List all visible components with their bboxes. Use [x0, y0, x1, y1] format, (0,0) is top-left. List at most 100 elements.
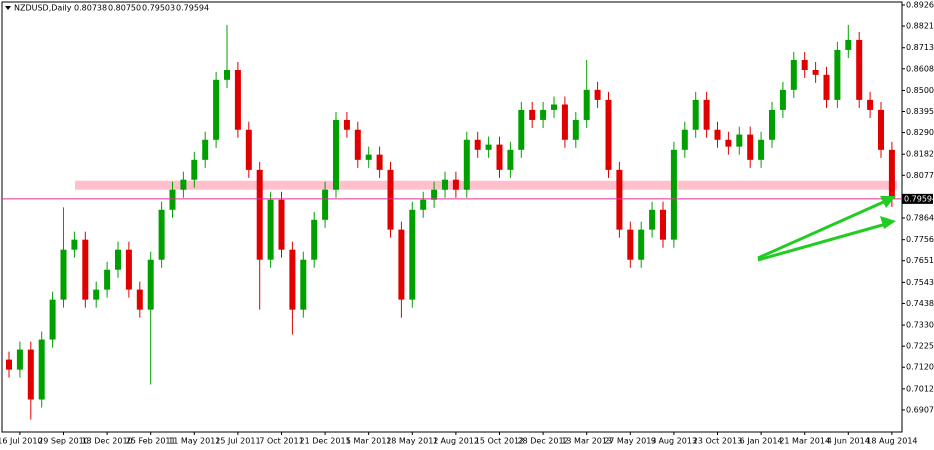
x-tick-label: 6 Jan 2014: [740, 437, 783, 446]
candle-body: [681, 129, 688, 150]
candle-body: [452, 179, 459, 190]
x-tick-label: 7 Oct 2011: [259, 437, 303, 446]
candle-body: [758, 139, 765, 160]
x-tick-label: 29 Sep 2010: [38, 437, 89, 446]
candle-body: [398, 229, 405, 300]
zone-layer: [75, 180, 897, 190]
x-tick-label: 5 Mar 2012: [346, 437, 392, 446]
chart-symbol: NZDUSD,Daily: [14, 4, 72, 13]
x-tick-label: 13 Dec 2010: [82, 437, 133, 446]
candle-body: [365, 154, 372, 160]
candle-body: [136, 289, 143, 310]
arrow: [757, 222, 887, 262]
arrow: [757, 198, 889, 260]
candle-body: [856, 39, 863, 100]
x-tick-label: 28 Dec 2012: [518, 437, 569, 446]
candle-body: [834, 49, 841, 100]
candle-body: [867, 99, 874, 110]
candle-body: [115, 249, 121, 270]
candle-body: [507, 149, 514, 170]
candle-body: [496, 144, 503, 170]
candle-body: [769, 109, 775, 140]
candle-body: [463, 139, 470, 190]
x-tick-label: 23 Oct 2013: [693, 437, 742, 446]
candle-body: [27, 349, 34, 400]
candle-body: [583, 89, 590, 120]
candle-body: [169, 189, 176, 210]
x-tick-label: 25 Feb 2011: [126, 437, 176, 446]
candle-body: [71, 239, 78, 250]
candle-body: [594, 89, 601, 100]
candle-body: [104, 269, 111, 290]
x-tick-label: 15 Oct 2012: [475, 437, 524, 446]
x-tick-label: 4 Jun 2014: [827, 437, 870, 446]
x-tick-label: 11 May 2011: [168, 437, 220, 446]
header-value: 0.79594: [176, 4, 209, 13]
y-tick-label: 0.69070: [906, 405, 934, 414]
candle-body: [736, 134, 743, 147]
candle-body: [289, 249, 296, 310]
x-tick-label: 21 Dec 2011: [300, 437, 351, 446]
candle-body: [147, 259, 154, 310]
plot-frame: [1, 1, 903, 433]
candle-body: [245, 129, 252, 170]
candle-body: [278, 199, 285, 250]
candle-body: [779, 89, 786, 110]
candle-body: [561, 104, 568, 140]
candle-body: [703, 99, 710, 130]
candle-body: [790, 59, 797, 90]
candle-body: [485, 144, 492, 150]
menu-triangle[interactable]: [5, 6, 11, 10]
candle-body: [540, 109, 547, 120]
candle-body: [801, 59, 808, 70]
x-tick-label: 25 Jul 2011: [215, 437, 260, 446]
x-tick-label: 1 Aug 2012: [433, 437, 479, 446]
candle-body: [714, 129, 721, 140]
candle-body: [180, 179, 187, 190]
candle-body: [823, 74, 830, 100]
candle-body: [354, 129, 361, 160]
x-tick-label: 16 Jul 2010: [0, 437, 43, 446]
candle-body: [6, 359, 12, 370]
x-tick-label: 18 May 2012: [386, 437, 438, 446]
candle-body: [213, 79, 220, 140]
candle-body: [529, 109, 536, 120]
candle-body: [518, 109, 525, 150]
current-price-label: 0.79594: [904, 194, 934, 203]
candle-body: [191, 159, 198, 180]
candle-body: [670, 149, 677, 240]
candle-body: [605, 99, 612, 170]
candle-body: [812, 69, 819, 75]
candle-body: [256, 169, 263, 260]
header-value: 0.80738: [74, 4, 107, 13]
candle-body: [616, 169, 623, 230]
candle-body: [60, 249, 67, 300]
candle-body: [627, 229, 634, 260]
candle-body: [311, 219, 318, 260]
candle-body: [845, 39, 852, 50]
candle-body: [16, 349, 23, 370]
candle-body: [431, 189, 438, 200]
candle-body: [49, 299, 56, 340]
candle-body: [343, 119, 350, 130]
x-tick-label: 21 Mar 2014: [779, 437, 830, 446]
candle-body: [38, 339, 45, 400]
x-tick-label: 18 Aug 2014: [866, 437, 917, 446]
candle-body: [125, 249, 132, 290]
